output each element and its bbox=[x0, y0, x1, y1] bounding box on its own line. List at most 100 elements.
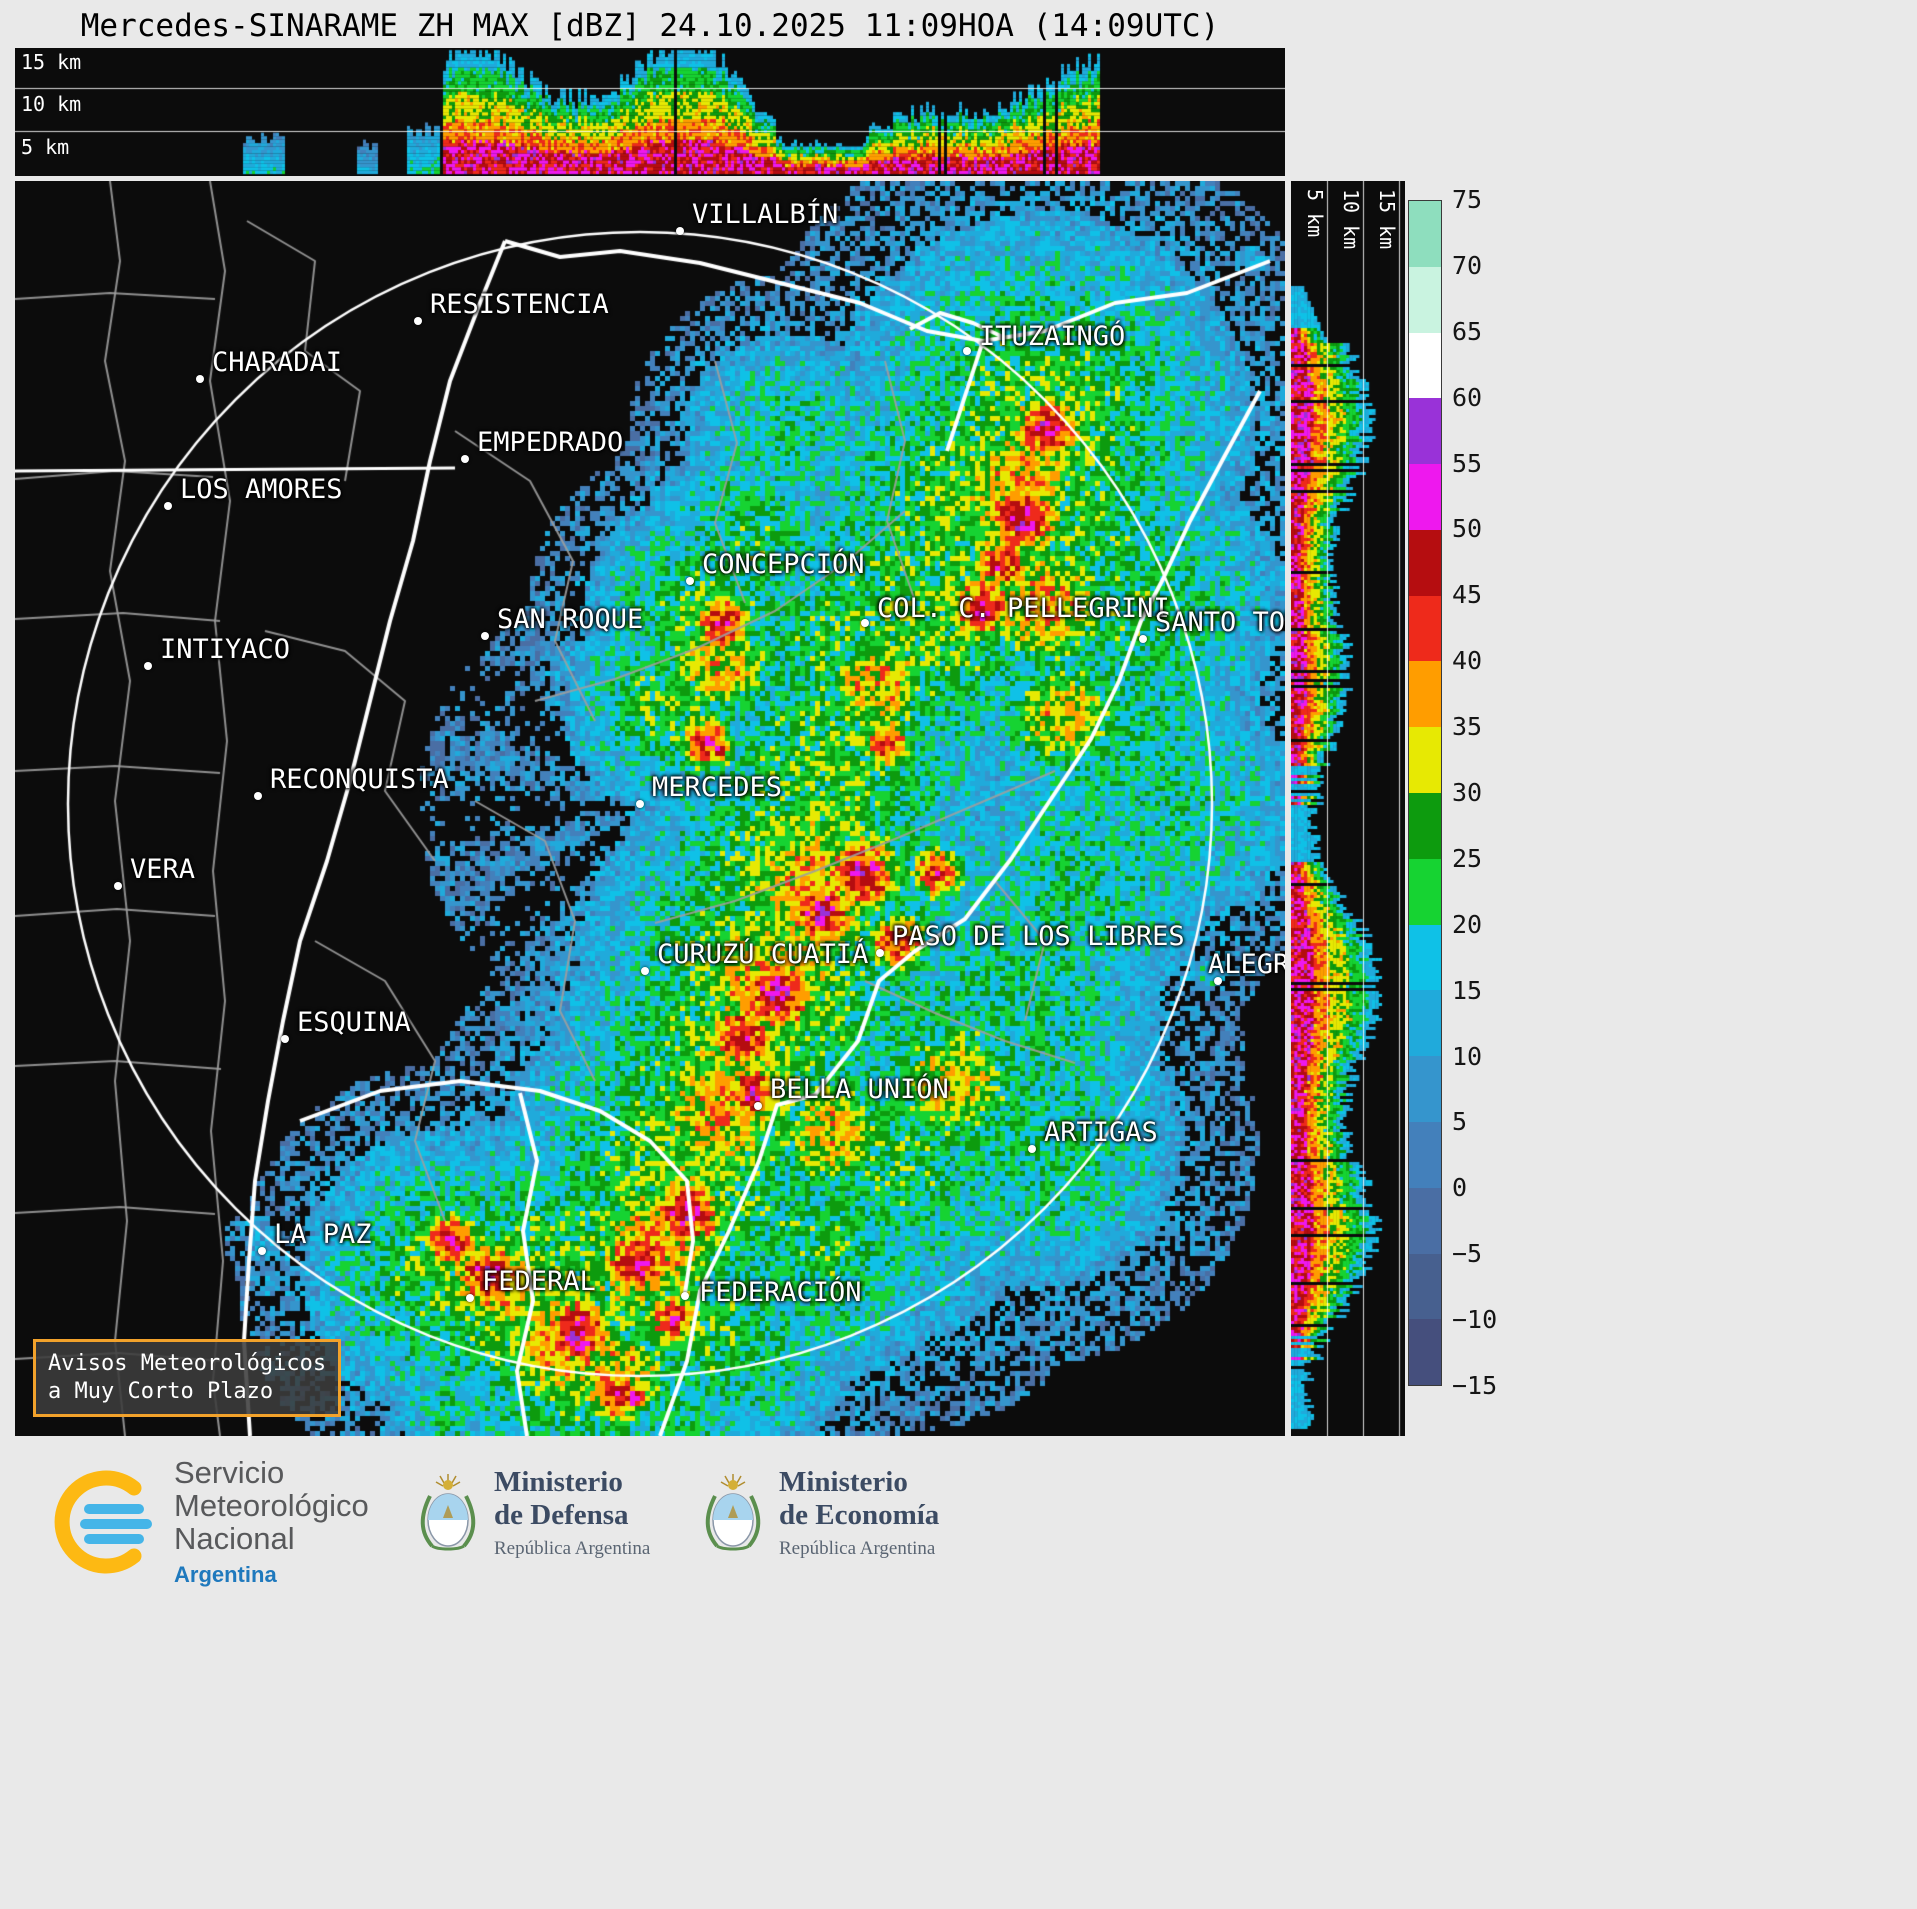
ministry-name-line: Ministerio bbox=[494, 1466, 623, 1498]
top-cross-section-panel: 15 km 10 km 5 km bbox=[15, 48, 1285, 176]
city-dot bbox=[481, 632, 489, 640]
colorbar-segment bbox=[1409, 727, 1441, 794]
city-label: COL. C. PELLEGRINI bbox=[877, 593, 1170, 624]
city-label: ESQUINA bbox=[297, 1007, 411, 1038]
colorbar-segment bbox=[1409, 464, 1441, 530]
city-label: FEDERAL bbox=[482, 1266, 596, 1297]
right-xs-label-10km: 10 km bbox=[1339, 189, 1363, 250]
colorbar bbox=[1408, 200, 1442, 1386]
page-title: Mercedes-SINARAME ZH MAX [dBZ] 24.10.202… bbox=[80, 8, 1220, 44]
city-label: RESISTENCIA bbox=[430, 289, 609, 320]
colorbar-tick-label: 30 bbox=[1452, 778, 1483, 807]
radar-map-canvas bbox=[15, 181, 1285, 1436]
city-dot bbox=[461, 455, 469, 463]
colorbar-segment bbox=[1409, 529, 1441, 596]
colorbar-segment bbox=[1409, 398, 1441, 465]
colorbar-segment bbox=[1409, 1056, 1441, 1122]
colorbar-segment bbox=[1409, 858, 1441, 925]
city-dot bbox=[196, 375, 204, 383]
top-xs-label-5km: 5 km bbox=[21, 135, 70, 159]
colorbar-tick-label: 50 bbox=[1452, 514, 1483, 544]
smn-country-label: Argentina bbox=[174, 1562, 277, 1587]
right-xs-label-15km: 15 km bbox=[1375, 189, 1399, 250]
city-label: LOS AMORES bbox=[180, 474, 343, 505]
city-dot bbox=[414, 317, 422, 325]
smn-name-line: Servicio bbox=[174, 1455, 285, 1490]
smn-logo-icon bbox=[54, 1470, 152, 1574]
warning-line2: a Muy Corto Plazo bbox=[48, 1379, 274, 1404]
city-dot bbox=[466, 1294, 474, 1302]
smn-brand: Servicio Meteorológico Nacional Argentin… bbox=[50, 1456, 369, 1588]
colorbar-segment bbox=[1409, 661, 1441, 728]
colorbar-tick-label: 75 bbox=[1452, 185, 1483, 214]
weather-warning-overlay: Avisos Meteorológicos a Muy Corto Plazo bbox=[33, 1339, 342, 1417]
city-label: FEDERACIÓN bbox=[699, 1277, 862, 1308]
colorbar-segment bbox=[1409, 924, 1441, 991]
colorbar-segment bbox=[1409, 1121, 1441, 1188]
smn-name-line: Nacional bbox=[174, 1521, 295, 1556]
warning-line1: Avisos Meteorológicos bbox=[48, 1351, 327, 1376]
top-xs-label-15km: 15 km bbox=[21, 50, 82, 74]
city-label: ITUZAINGÓ bbox=[979, 321, 1126, 352]
colorbar-tick-label: −5 bbox=[1452, 1239, 1483, 1269]
ministry-name-line: Ministerio bbox=[779, 1466, 908, 1498]
top-xs-label-10km: 10 km bbox=[21, 92, 82, 116]
city-label: MERCEDES bbox=[652, 772, 783, 803]
colorbar-tick-label: 65 bbox=[1452, 316, 1483, 346]
right-cross-section-canvas bbox=[1291, 181, 1405, 1436]
city-dot bbox=[254, 792, 262, 800]
city-dot bbox=[114, 882, 122, 890]
city-dot bbox=[963, 347, 971, 355]
colorbar-segment bbox=[1409, 1187, 1441, 1254]
city-dot bbox=[876, 949, 884, 957]
city-label: SANTO TOMÉ bbox=[1155, 607, 1285, 638]
radar-map: VILLALBÍN RESISTENCIA CHARADAI ITUZAINGÓ EMP… bbox=[15, 181, 1285, 1436]
colorbar-segment bbox=[1409, 990, 1441, 1057]
colorbar-segment bbox=[1409, 1319, 1441, 1386]
colorbar-tick-label: 15 bbox=[1452, 975, 1483, 1005]
city-label: CHARADAI bbox=[212, 347, 343, 378]
right-xs-label-5km: 5 km bbox=[1303, 189, 1327, 238]
city-dot bbox=[641, 967, 649, 975]
footer: Servicio Meteorológico Nacional Argentin… bbox=[0, 1452, 1917, 1632]
colorbar-tick-label: 0 bbox=[1452, 1173, 1468, 1203]
city-dot bbox=[681, 1292, 689, 1300]
city-label: RECONQUISTA bbox=[270, 764, 449, 795]
city-dot bbox=[861, 619, 869, 627]
city-label: EMPEDRADO bbox=[477, 427, 624, 458]
colorbar-segment bbox=[1409, 201, 1441, 267]
city-dot bbox=[144, 662, 152, 670]
colorbar-tick-label: 35 bbox=[1452, 712, 1483, 742]
city-label: LA PAZ bbox=[274, 1219, 372, 1250]
colorbar-segment bbox=[1409, 595, 1441, 662]
city-label: CONCEPCIÓN bbox=[702, 549, 865, 580]
colorbar-tick-label: 70 bbox=[1452, 250, 1483, 280]
city-label: SAN ROQUE bbox=[497, 604, 644, 635]
ministry-economia-brand: Ministerio de Economía República Argenti… bbox=[703, 1466, 939, 1560]
colorbar-tick-label: 45 bbox=[1452, 580, 1483, 610]
colorbar-tick-label: −10 bbox=[1452, 1305, 1498, 1335]
city-dot bbox=[281, 1035, 289, 1043]
ministry-defensa-brand: Ministerio de Defensa República Argentin… bbox=[418, 1466, 650, 1560]
colorbar-tick-label: 40 bbox=[1452, 646, 1483, 676]
city-dot bbox=[1028, 1145, 1036, 1153]
coat-of-arms-icon bbox=[420, 1474, 476, 1551]
smn-name-line: Meteorológico bbox=[174, 1488, 369, 1523]
colorbar-tick-label: 20 bbox=[1452, 909, 1483, 939]
colorbar-segment bbox=[1409, 266, 1441, 333]
city-dot bbox=[1139, 635, 1147, 643]
city-dot bbox=[676, 227, 684, 235]
colorbar-segment bbox=[1409, 1253, 1441, 1320]
city-label: BELLA UNIÓN bbox=[770, 1074, 949, 1105]
ministry-name-line: de Economía bbox=[779, 1499, 940, 1531]
ministry-subtitle: República Argentina bbox=[779, 1538, 936, 1559]
coat-of-arms-icon bbox=[705, 1474, 761, 1551]
colorbar-tick-label: 55 bbox=[1452, 448, 1483, 478]
city-label: PASO DE LOS LIBRES bbox=[892, 921, 1185, 952]
colorbar-segment bbox=[1409, 332, 1441, 399]
city-label: VILLALBÍN bbox=[692, 199, 839, 230]
top-cross-section-canvas bbox=[15, 48, 1285, 176]
colorbar-tick-label: 10 bbox=[1452, 1041, 1483, 1071]
colorbar-tick-label: 25 bbox=[1452, 843, 1483, 873]
ministry-subtitle: República Argentina bbox=[494, 1538, 651, 1559]
